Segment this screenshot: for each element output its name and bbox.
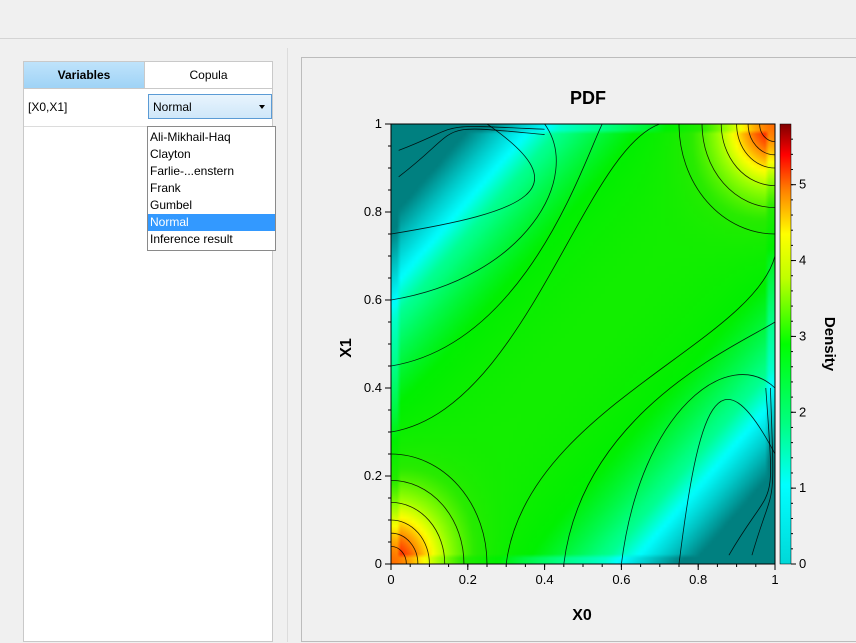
- colorbar-tick-label: 5: [799, 177, 806, 192]
- variables-cell: [X0,X1]: [28, 100, 68, 114]
- x-axis-label: X0: [572, 607, 592, 624]
- x-tick-label: 0.6: [612, 572, 630, 587]
- colorbar-tick-label: 0: [799, 556, 806, 571]
- x-tick-label: 1: [771, 572, 778, 587]
- x-tick-label: 0.8: [689, 572, 707, 587]
- y-tick-label: 0.8: [364, 204, 382, 219]
- dropdown-option-farlie-gumbel-morgenstern[interactable]: Farlie-...enstern: [150, 164, 235, 178]
- chevron-down-icon: [259, 105, 265, 109]
- dropdown-option-clayton[interactable]: Clayton: [150, 147, 191, 161]
- colorbar-tick-label: 4: [799, 253, 806, 268]
- tab-variables[interactable]: Variables: [24, 62, 145, 89]
- dropdown-option-normal[interactable]: Normal: [148, 214, 275, 231]
- colorbar: [779, 123, 792, 565]
- dropdown-option-gumbel[interactable]: Gumbel: [150, 198, 193, 212]
- panel-splitter[interactable]: [287, 48, 288, 642]
- contour-lines: [390, 123, 776, 565]
- colorbar-tick-label: 2: [799, 404, 806, 419]
- y-tick-label: 0.6: [364, 292, 382, 307]
- colorbar-tick-label: 1: [799, 480, 806, 495]
- y-axis-label: X1: [338, 338, 355, 358]
- colorbar-label: Density: [821, 317, 838, 372]
- tab-bar: Variables Copula: [24, 62, 272, 89]
- table-row[interactable]: [X0,X1] Normal: [24, 89, 272, 127]
- y-tick-label: 0.2: [364, 468, 382, 483]
- pdf-chart: PDF X0 X1 Density 0 0.2 0.4 0.6 0.8 100.20.40…: [338, 88, 838, 624]
- axes: 0 0.2 0.4 0.6 0.8 1 0 0.2 0.4 0.6 0.8 1 0 1 2 3 4 5: [364, 116, 806, 587]
- y-tick-label: 0.4: [364, 380, 382, 395]
- y-tick-label: 1: [375, 116, 382, 131]
- plot-area: [390, 123, 776, 565]
- x-tick-label: 0: [387, 572, 394, 587]
- dropdown-option-ali-mikhail-haq[interactable]: Ali-Mikhail-Haq: [150, 130, 231, 144]
- graph-panel: PDF X0 X1 Density 0 0.2 0.4 0.6 0.8 1 0 0.2 0.4 0…: [301, 57, 856, 642]
- y-tick-label: 0: [375, 556, 382, 571]
- colorbar-tick-label: 3: [799, 328, 806, 343]
- x-tick-label: 0.2: [459, 572, 477, 587]
- dropdown-option-frank[interactable]: Frank: [150, 181, 181, 195]
- density-heatmap: [391, 124, 775, 564]
- dropdown-option-inference-result[interactable]: Inference result: [150, 232, 233, 246]
- copula-dropdown-list: Ali-Mikhail-Haq Clayton Farlie-...enster…: [147, 126, 276, 251]
- x-tick-label: 0.4: [536, 572, 554, 587]
- tab-copula[interactable]: Copula: [145, 62, 272, 89]
- chart-title: PDF: [570, 88, 606, 108]
- top-toolbar: [0, 0, 856, 39]
- copula-select-value: Normal: [153, 100, 192, 114]
- copula-select[interactable]: Normal: [148, 94, 272, 119]
